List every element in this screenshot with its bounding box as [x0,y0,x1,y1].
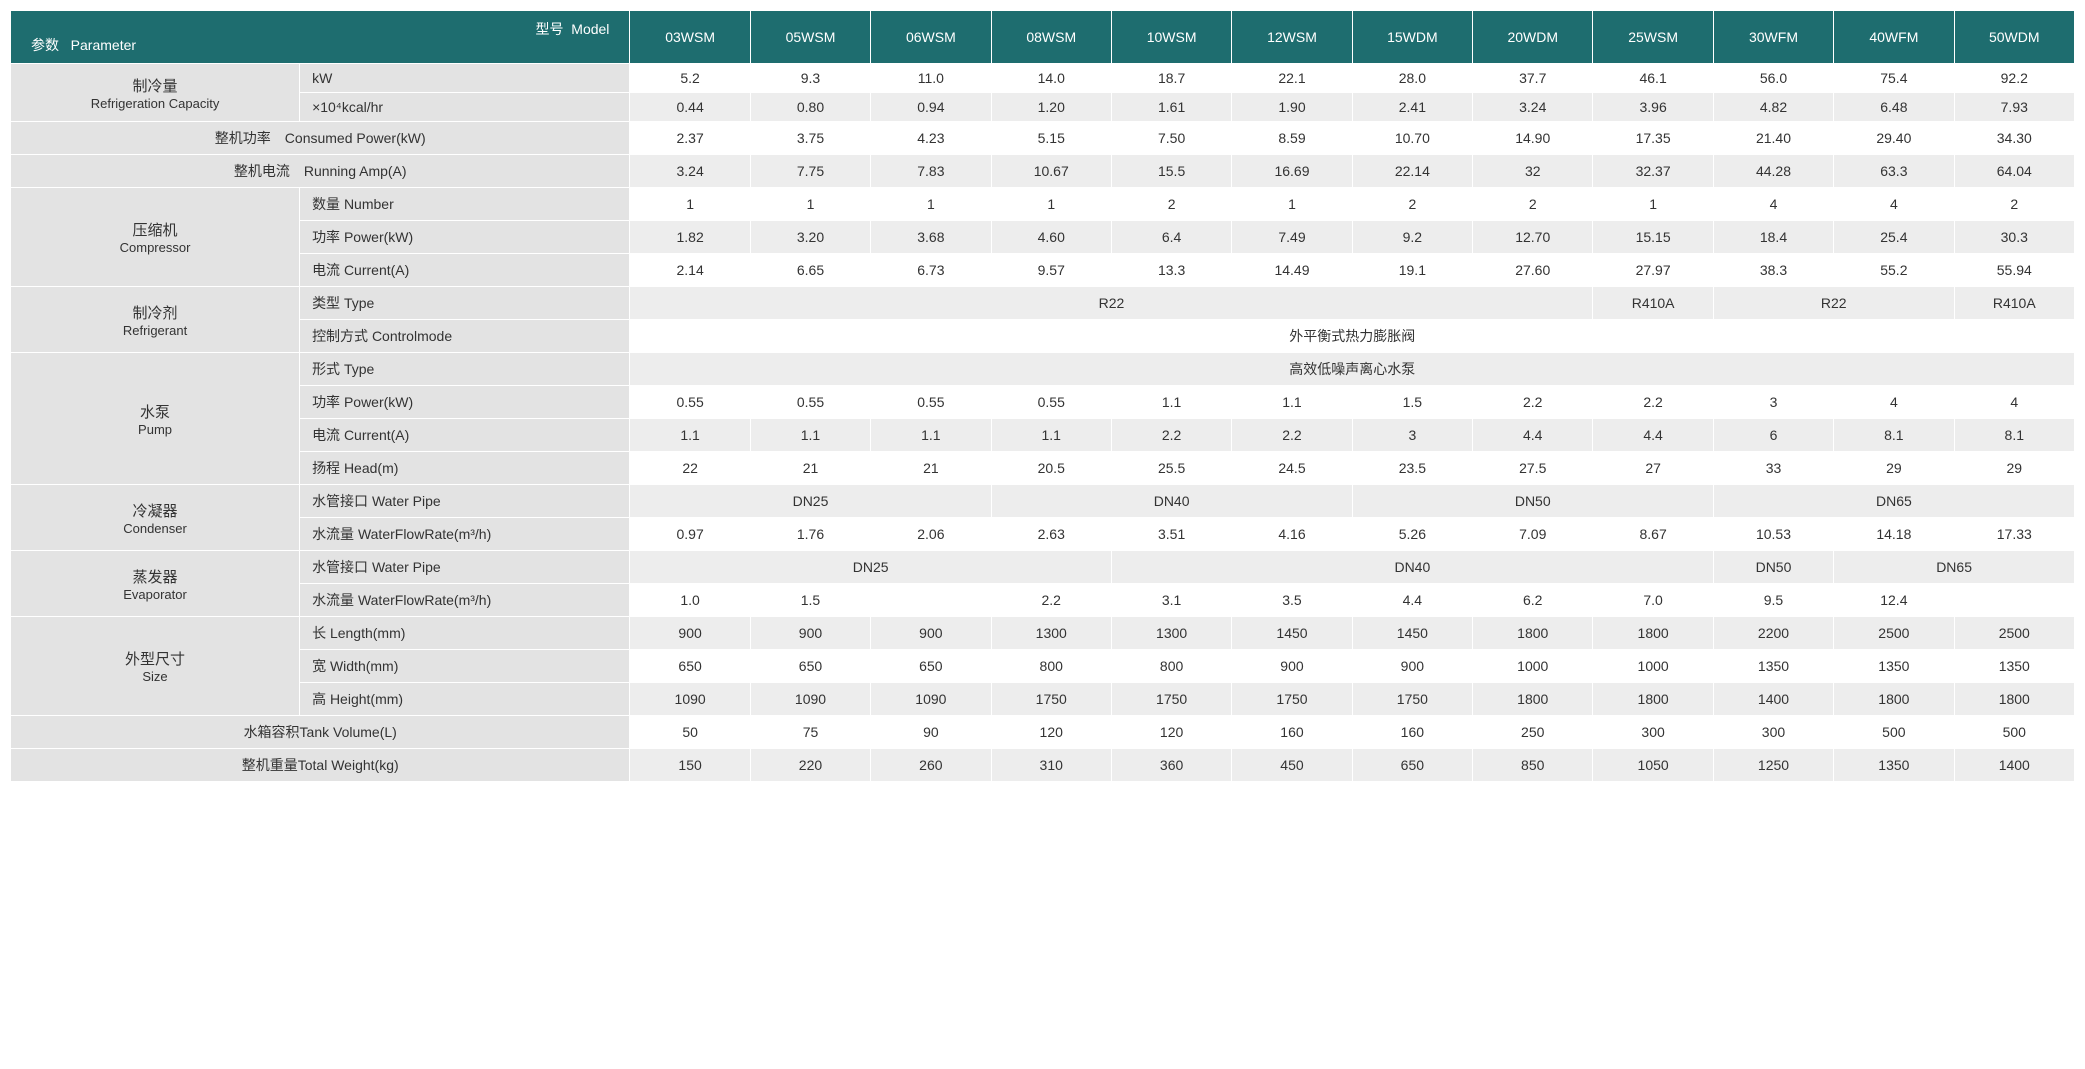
row-refrig-kw: 制冷量Refrigeration Capacity kW 5.29.311.01… [11,64,2075,93]
row-running: 整机电流 Running Amp(A) 3.247.757.8310.6715.… [11,155,2075,188]
model-col: 12WSM [1232,11,1352,64]
model-col: 08WSM [991,11,1111,64]
row-comp-cur: 电流 Current(A) 2.146.656.739.5713.314.491… [11,254,2075,287]
row-pump-pow: 功率 Power(kW) 0.550.550.550.551.11.11.52.… [11,386,2075,419]
row-size-wid: 宽 Width(mm) 6506506508008009009001000100… [11,650,2075,683]
param-header: 参数 Parameter [31,35,136,55]
model-col: 10WSM [1111,11,1231,64]
row-refrig-kcal: ×10⁴kcal/hr 0.440.800.941.201.611.902.41… [11,93,2075,122]
row-size-hei: 高 Height(mm) 109010901090175017501750175… [11,683,2075,716]
model-col: 15WDM [1352,11,1472,64]
spec-table: 型号 Model 参数 Parameter XX 03WSM 05WSM 06W… [10,10,2075,782]
model-col: 06WSM [871,11,991,64]
row-refrigerant-ctrl: 控制方式 Controlmode 外平衡式热力膨胀阀 [11,320,2075,353]
row-condenser-flow: 水流量 WaterFlowRate(m³/h) 0.971.762.062.63… [11,518,2075,551]
row-comp-num: 压缩机Compressor 数量 Number 111121221442 [11,188,2075,221]
model-col: 50WDM [1954,11,2074,64]
row-condenser-pipe: 冷凝器Condenser 水管接口 Water Pipe DN25 DN40 D… [11,485,2075,518]
model-col: 03WSM [630,11,750,64]
row-consumed: 整机功率 Consumed Power(kW) 2.373.754.235.15… [11,122,2075,155]
row-evap-flow: 水流量 WaterFlowRate(m³/h) 1.01.52.23.13.54… [11,584,2075,617]
row-pump-head: 扬程 Head(m) 22212120.525.524.523.527.5273… [11,452,2075,485]
row-comp-pow: 功率 Power(kW) 1.823.203.684.606.47.499.21… [11,221,2075,254]
model-col: 25WSM [1593,11,1713,64]
row-evap-pipe: 蒸发器Evaporator 水管接口 Water Pipe DN25 DN40 … [11,551,2075,584]
model-col: 20WDM [1473,11,1593,64]
row-pump-type: 水泵Pump 形式 Type 高效低噪声离心水泵 [11,353,2075,386]
model-col: 40WFM [1834,11,1954,64]
header-row: 型号 Model 参数 Parameter XX 03WSM 05WSM 06W… [11,11,2075,64]
row-pump-cur: 电流 Current(A) 1.11.11.11.12.22.234.44.46… [11,419,2075,452]
model-col: 05WSM [750,11,870,64]
row-weight: 整机重量Total Weight(kg) 1502202603103604506… [11,749,2075,782]
model-header: 型号 Model [536,19,610,39]
model-col: 30WFM [1713,11,1833,64]
row-refrigerant-type: 制冷剂Refrigerant 类型 Type R22 R410A R22 R41… [11,287,2075,320]
row-tank: 水箱容积Tank Volume(L) 507590120120160160250… [11,716,2075,749]
row-size-len: 外型尺寸Size 长 Length(mm) 900900900130013001… [11,617,2075,650]
